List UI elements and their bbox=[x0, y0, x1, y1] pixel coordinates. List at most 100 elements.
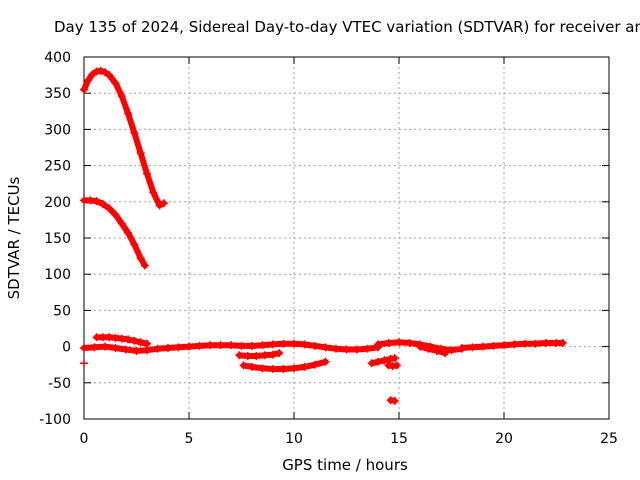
y-tick-label: 350 bbox=[44, 86, 71, 102]
data-point bbox=[80, 85, 88, 94]
x-tick-label: 20 bbox=[495, 431, 513, 447]
data-point bbox=[140, 261, 149, 270]
data-point bbox=[155, 201, 164, 210]
data-point bbox=[252, 352, 261, 361]
data-point bbox=[311, 360, 319, 369]
data-point bbox=[416, 342, 424, 351]
data-point bbox=[468, 343, 477, 352]
series-trace bbox=[417, 343, 449, 357]
data-point bbox=[279, 365, 288, 374]
x-tick-labels: 0 5 10 15 20 25 bbox=[80, 431, 618, 447]
data-point bbox=[111, 210, 120, 219]
data-point bbox=[105, 71, 114, 80]
data-point bbox=[374, 340, 382, 349]
series-arc-10 bbox=[367, 354, 399, 368]
data-point bbox=[136, 149, 145, 158]
data-point bbox=[248, 362, 256, 371]
data-point bbox=[130, 240, 139, 249]
data-point bbox=[479, 342, 487, 351]
x-tick-label: 10 bbox=[285, 431, 303, 447]
data-point bbox=[311, 341, 319, 350]
data-point bbox=[248, 341, 256, 350]
series-trace bbox=[81, 197, 148, 269]
series-arc-8 bbox=[235, 349, 284, 361]
series-arc-2 bbox=[80, 196, 149, 270]
data-point bbox=[136, 338, 145, 347]
data-point bbox=[447, 346, 456, 355]
data-point bbox=[96, 66, 105, 75]
data-point bbox=[458, 344, 466, 353]
data-point bbox=[117, 219, 126, 228]
data-point bbox=[206, 341, 214, 350]
data-point bbox=[321, 343, 330, 352]
y-tick-labels: -100 -50 0 50 100 150 200 250 300 350 400 bbox=[39, 50, 71, 428]
y-tick-label: -100 bbox=[39, 412, 71, 428]
data-point bbox=[143, 169, 151, 178]
data-point bbox=[143, 346, 151, 355]
series-arc-4 bbox=[80, 339, 382, 355]
data-point bbox=[117, 92, 126, 101]
data-point bbox=[395, 338, 403, 347]
data-point bbox=[237, 341, 246, 350]
y-tick-label: 0 bbox=[62, 340, 71, 356]
data-point bbox=[124, 335, 133, 344]
data-point bbox=[258, 364, 267, 373]
y-tick-label: 50 bbox=[53, 303, 71, 319]
x-tick-label: 0 bbox=[80, 431, 89, 447]
data-point bbox=[405, 338, 414, 347]
data-point bbox=[300, 340, 309, 349]
data-point bbox=[101, 342, 109, 351]
data-point bbox=[227, 341, 235, 350]
data-point bbox=[321, 357, 330, 366]
data-point bbox=[243, 352, 252, 361]
data-point bbox=[269, 365, 277, 374]
chart-title: Day 135 of 2024, Sidereal Day-to-day VTE… bbox=[54, 18, 640, 36]
data-point bbox=[489, 341, 498, 350]
data-point bbox=[80, 359, 88, 368]
y-tick-label: 100 bbox=[44, 267, 71, 283]
data-point bbox=[124, 228, 133, 237]
data-point bbox=[185, 342, 193, 351]
data-point bbox=[88, 70, 97, 79]
data-point bbox=[424, 344, 433, 353]
series-arc-6 bbox=[416, 342, 450, 358]
data-point bbox=[269, 340, 277, 349]
data-point bbox=[216, 341, 225, 350]
series-arc-9 bbox=[239, 357, 330, 374]
data-point bbox=[101, 68, 109, 77]
data-point bbox=[392, 361, 401, 370]
y-tick-label: 250 bbox=[44, 159, 71, 175]
series-arc-12 bbox=[386, 396, 399, 405]
data-point bbox=[124, 109, 133, 118]
data-point bbox=[275, 349, 284, 358]
y-tick-label: 150 bbox=[44, 231, 71, 247]
data-point bbox=[174, 343, 183, 352]
data-point bbox=[260, 351, 269, 360]
series-outlier bbox=[80, 359, 88, 368]
ticks bbox=[83, 56, 610, 420]
series-arc-7 bbox=[458, 338, 567, 353]
data-point bbox=[153, 344, 162, 353]
data-point bbox=[353, 345, 361, 354]
x-axis-label: GPS time / hours bbox=[282, 456, 408, 474]
data-point bbox=[374, 357, 382, 366]
data-point bbox=[164, 344, 172, 353]
data-point bbox=[290, 364, 298, 373]
data-point bbox=[98, 199, 107, 208]
data-point bbox=[132, 346, 141, 355]
data-point bbox=[239, 361, 248, 370]
series-arc-1 bbox=[80, 66, 168, 210]
series-trace bbox=[81, 67, 167, 209]
data-point bbox=[367, 359, 376, 368]
y-tick-label: 200 bbox=[44, 195, 71, 211]
data-point bbox=[258, 341, 267, 350]
grid bbox=[84, 57, 609, 419]
data-point bbox=[441, 349, 450, 358]
data-point bbox=[90, 343, 99, 352]
data-point bbox=[510, 340, 519, 349]
data-point bbox=[159, 199, 168, 208]
data-point bbox=[500, 341, 508, 350]
y-tick-label: 300 bbox=[44, 122, 71, 138]
